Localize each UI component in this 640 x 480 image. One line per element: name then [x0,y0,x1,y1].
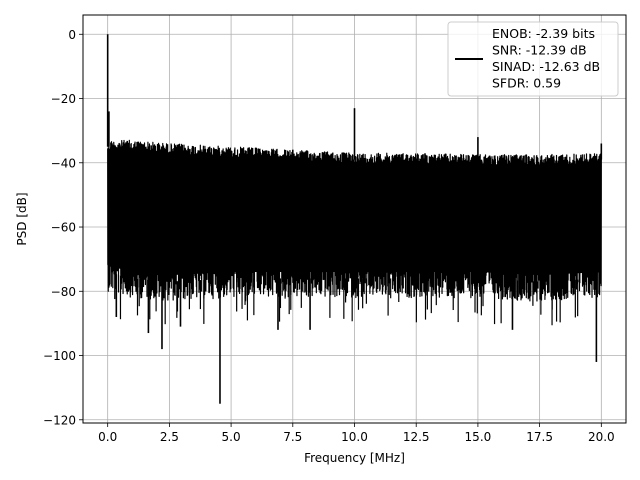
legend-label: ENOB: -2.39 bits SNR: -12.39 dB SINAD: -12… [492,26,600,91]
x-tick-label: 15.0 [465,430,492,444]
x-tick-label: 5.0 [222,430,241,444]
y-tick-label: −100 [43,349,76,363]
y-tick-label: −60 [51,221,76,235]
legend: ENOB: -2.39 bits SNR: -12.39 dB SINAD: -12… [447,21,619,97]
x-tick-label: 2.5 [160,430,179,444]
plot-area [106,34,603,404]
x-tick-label: 7.5 [283,430,302,444]
y-axis: 0 −20 −40 −60 −80 −100 −120 [43,28,83,427]
x-tick-label: 0.0 [98,430,117,444]
x-axis: 0.0 2.5 5.0 7.5 10.0 12.5 15.0 17.5 20.0 [98,423,615,444]
x-axis-label: Frequency [MHz] [304,451,405,465]
x-tick-label: 10.0 [341,430,368,444]
y-tick-label: −80 [51,285,76,299]
legend-box [447,21,619,97]
y-tick-label: −40 [51,156,76,170]
x-tick-label: 12.5 [403,430,430,444]
y-tick-label: −120 [43,413,76,427]
x-tick-label: 17.5 [526,430,553,444]
psd-noise-band [107,149,602,276]
y-axis-label: PSD [dB] [15,192,29,245]
x-tick-label: 20.0 [588,430,615,444]
y-tick-label: 0 [68,28,76,42]
y-tick-label: −20 [51,92,76,106]
